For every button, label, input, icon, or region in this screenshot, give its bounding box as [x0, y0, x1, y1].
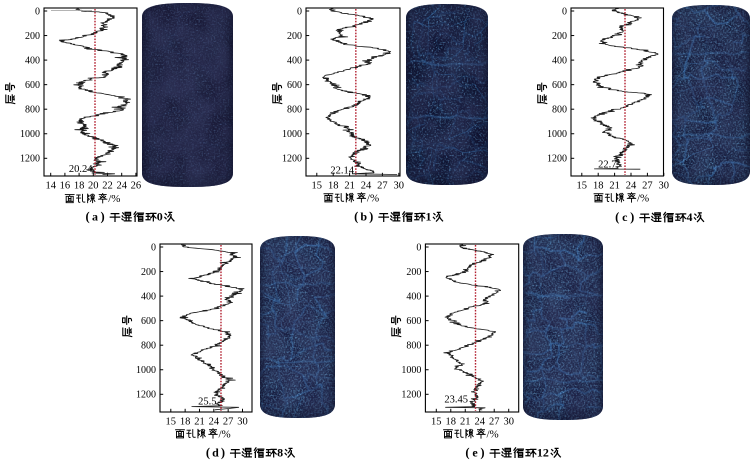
svg-text:30: 30	[503, 417, 514, 428]
svg-text:1200: 1200	[401, 390, 421, 401]
svg-text:12: 12	[537, 446, 549, 460]
svg-text:0: 0	[297, 6, 302, 17]
svg-text:d: d	[212, 446, 219, 460]
svg-text:0: 0	[562, 6, 567, 17]
svg-text:18: 18	[446, 417, 457, 428]
svg-text:24: 24	[209, 417, 220, 428]
svg-text:1: 1	[425, 210, 431, 224]
svg-text:21: 21	[460, 417, 471, 428]
svg-text:200: 200	[406, 267, 421, 278]
svg-text:8: 8	[277, 446, 283, 460]
svg-text:200: 200	[552, 31, 567, 42]
svg-text:): )	[480, 446, 484, 460]
svg-text:14: 14	[45, 181, 56, 192]
svg-text:20: 20	[88, 181, 99, 192]
svg-text:400: 400	[406, 292, 421, 303]
svg-text:(: (	[354, 210, 358, 224]
svg-text:1000: 1000	[547, 129, 567, 140]
svg-text:18: 18	[74, 181, 85, 192]
svg-text:20.24: 20.24	[69, 164, 93, 175]
svg-text:800: 800	[287, 105, 302, 116]
svg-text:27: 27	[223, 417, 234, 428]
svg-text:18: 18	[328, 181, 339, 192]
svg-text:1000: 1000	[20, 129, 40, 140]
svg-text:18: 18	[593, 181, 604, 192]
svg-text:(: (	[465, 446, 469, 460]
svg-text:400: 400	[141, 292, 156, 303]
svg-text:16: 16	[60, 181, 71, 192]
svg-text:600: 600	[141, 316, 156, 327]
svg-text:15: 15	[431, 417, 442, 428]
svg-text:24: 24	[116, 181, 127, 192]
svg-text:200: 200	[25, 31, 40, 42]
svg-text:400: 400	[552, 56, 567, 67]
svg-text:200: 200	[141, 267, 156, 278]
svg-text:30: 30	[237, 417, 248, 428]
svg-text:27: 27	[489, 417, 500, 428]
svg-text:): )	[630, 210, 634, 224]
svg-text:24: 24	[626, 181, 637, 192]
svg-text:/%: /%	[108, 193, 120, 205]
svg-text:(: (	[615, 210, 619, 224]
svg-text:30: 30	[394, 181, 405, 192]
svg-text:0: 0	[416, 242, 421, 253]
svg-text:21: 21	[344, 181, 355, 192]
svg-text:b: b	[360, 210, 367, 224]
svg-text:22.7: 22.7	[598, 160, 616, 171]
svg-text:22.14: 22.14	[330, 166, 354, 177]
svg-text:600: 600	[287, 80, 302, 91]
svg-text:1200: 1200	[136, 390, 156, 401]
svg-text:1000: 1000	[282, 129, 302, 140]
svg-text:22: 22	[102, 181, 113, 192]
svg-text:400: 400	[287, 56, 302, 67]
svg-text:21: 21	[194, 417, 205, 428]
svg-text:800: 800	[552, 105, 567, 116]
svg-text:18: 18	[180, 417, 191, 428]
svg-text:21: 21	[609, 181, 620, 192]
svg-text:/%: /%	[487, 428, 499, 440]
svg-text:): )	[221, 446, 225, 460]
svg-text:/%: /%	[219, 428, 231, 440]
svg-text:800: 800	[406, 341, 421, 352]
svg-text:15: 15	[577, 181, 588, 192]
svg-text:800: 800	[25, 105, 40, 116]
svg-text:24: 24	[474, 417, 485, 428]
svg-text:800: 800	[141, 341, 156, 352]
svg-text:1200: 1200	[20, 154, 40, 165]
svg-text:): )	[369, 210, 373, 224]
svg-text:600: 600	[552, 80, 567, 91]
svg-text:600: 600	[406, 316, 421, 327]
svg-text:200: 200	[287, 31, 302, 42]
svg-text:4: 4	[686, 210, 692, 224]
svg-text:25.5: 25.5	[198, 397, 216, 408]
svg-text:600: 600	[25, 80, 40, 91]
svg-text:400: 400	[25, 56, 40, 67]
svg-text:0: 0	[151, 242, 156, 253]
svg-text:24: 24	[361, 181, 372, 192]
svg-text:30: 30	[659, 181, 670, 192]
svg-text:e: e	[472, 446, 478, 460]
svg-text:(: (	[206, 446, 210, 460]
svg-text:0: 0	[157, 210, 163, 224]
svg-text:26: 26	[131, 181, 142, 192]
svg-text:15: 15	[312, 181, 323, 192]
svg-text:1200: 1200	[282, 154, 302, 165]
svg-text:c: c	[622, 210, 628, 224]
svg-text:15: 15	[166, 417, 177, 428]
svg-text:27: 27	[642, 181, 653, 192]
svg-text:/%: /%	[367, 192, 379, 204]
svg-text:1000: 1000	[401, 365, 421, 376]
svg-text:1200: 1200	[547, 154, 567, 165]
svg-text:1000: 1000	[136, 365, 156, 376]
svg-text:): )	[100, 210, 104, 224]
svg-text:/%: /%	[637, 192, 649, 204]
svg-text:0: 0	[35, 6, 40, 17]
svg-text:(: (	[85, 210, 89, 224]
svg-text:23.45: 23.45	[444, 395, 468, 406]
svg-text:a: a	[92, 210, 98, 224]
svg-text:27: 27	[377, 181, 388, 192]
